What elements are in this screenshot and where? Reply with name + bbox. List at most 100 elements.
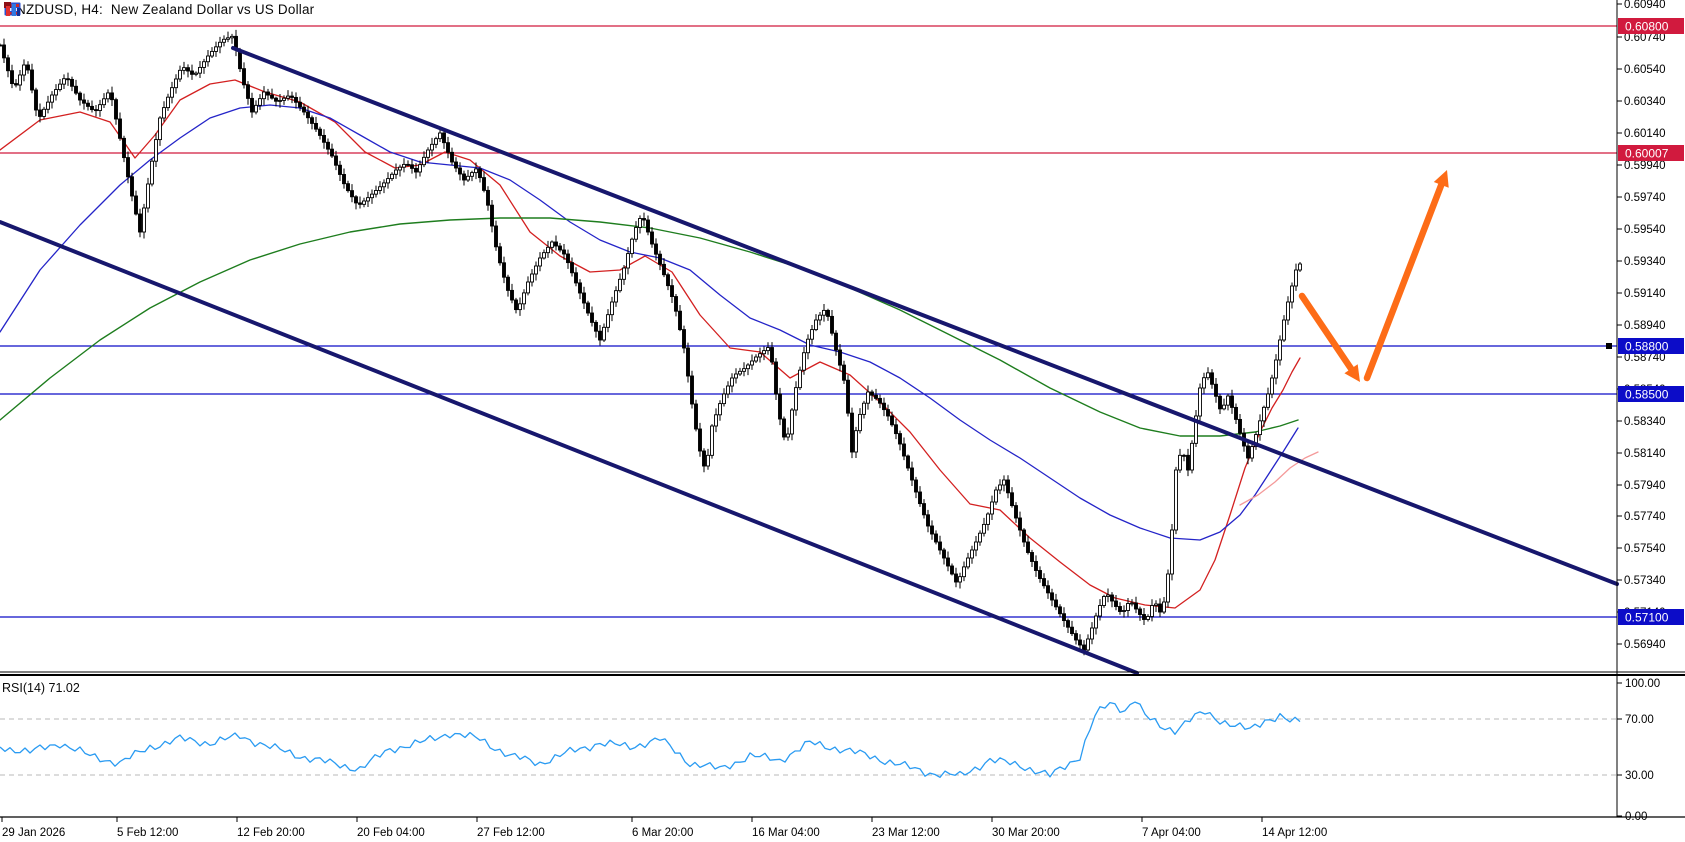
candle bbox=[266, 91, 270, 96]
candle bbox=[38, 109, 42, 117]
candle bbox=[50, 94, 54, 103]
price-tick-label: 0.57340 bbox=[1624, 575, 1666, 587]
candle bbox=[222, 38, 226, 43]
candle bbox=[226, 37, 230, 40]
candle bbox=[1214, 383, 1218, 397]
candle bbox=[614, 290, 618, 303]
pullback-arrow-down[interactable] bbox=[1298, 292, 1355, 372]
candle bbox=[1254, 434, 1258, 448]
candle bbox=[566, 253, 570, 264]
candle bbox=[910, 467, 914, 481]
price-badge-label: 0.60007 bbox=[1625, 147, 1669, 161]
candle bbox=[682, 329, 686, 349]
candle bbox=[386, 178, 390, 184]
candle bbox=[210, 50, 214, 57]
candle bbox=[534, 265, 538, 275]
candle bbox=[490, 204, 494, 227]
channel-upper[interactable] bbox=[231, 46, 1619, 586]
rally-arrow-up-head[interactable] bbox=[1433, 170, 1449, 188]
candle bbox=[442, 132, 446, 144]
candle bbox=[774, 361, 778, 395]
candle bbox=[74, 85, 78, 94]
candle bbox=[626, 253, 630, 269]
candle bbox=[946, 557, 950, 567]
candle bbox=[378, 186, 382, 191]
candle bbox=[662, 263, 666, 276]
candle bbox=[638, 218, 642, 228]
candle bbox=[1238, 418, 1242, 434]
candle bbox=[982, 523, 986, 534]
candle bbox=[886, 409, 890, 417]
candle bbox=[194, 72, 198, 75]
rsi-indicator-label: RSI(14) 71.02 bbox=[2, 681, 80, 695]
candle bbox=[1182, 454, 1186, 457]
channel-lower[interactable] bbox=[0, 220, 1139, 675]
candle bbox=[1086, 638, 1090, 651]
candle bbox=[86, 102, 90, 107]
rsi-tick-label: 30.00 bbox=[1625, 770, 1654, 782]
rsi-axis[interactable]: 100.00 70.00 30.00 0.00 bbox=[1617, 678, 1660, 823]
candle bbox=[1190, 442, 1194, 471]
candle bbox=[1230, 395, 1234, 408]
price-tick-label: 0.58940 bbox=[1624, 320, 1666, 332]
price-tick-label: 0.60340 bbox=[1624, 96, 1666, 108]
price-badge bbox=[1618, 18, 1684, 34]
candle bbox=[1026, 541, 1030, 553]
candle bbox=[398, 166, 402, 171]
candle bbox=[1098, 605, 1102, 617]
candle bbox=[530, 273, 534, 283]
level-drag-marker[interactable] bbox=[1606, 343, 1612, 349]
candle bbox=[906, 455, 910, 469]
candle bbox=[838, 349, 842, 366]
time-tick-label: 12 Feb 20:00 bbox=[237, 827, 305, 839]
candle bbox=[98, 104, 102, 111]
candle bbox=[482, 177, 486, 191]
candle bbox=[766, 347, 770, 352]
candle bbox=[26, 64, 30, 71]
candle bbox=[190, 70, 194, 75]
candle bbox=[450, 151, 454, 163]
candle bbox=[42, 108, 46, 117]
candle bbox=[162, 107, 166, 119]
candle bbox=[750, 360, 754, 366]
candle bbox=[1266, 393, 1270, 408]
candle bbox=[166, 96, 170, 109]
candle bbox=[1090, 627, 1094, 640]
candle bbox=[1070, 626, 1074, 635]
rally-arrow-up[interactable] bbox=[1363, 181, 1445, 382]
candle bbox=[806, 338, 810, 354]
price-axis[interactable]: 0.60940 0.60740 0.60540 0.60340 0.60140 0.599… bbox=[1617, 0, 1684, 651]
candle bbox=[646, 219, 650, 233]
candle bbox=[214, 46, 218, 52]
candle bbox=[1258, 420, 1262, 436]
ma-red bbox=[0, 79, 1301, 609]
pullback-arrow-down-head[interactable] bbox=[1344, 364, 1360, 382]
candle bbox=[870, 391, 874, 396]
candle bbox=[454, 161, 458, 169]
candle bbox=[1146, 616, 1150, 620]
price-tick-label: 0.60740 bbox=[1624, 32, 1666, 44]
candle bbox=[294, 96, 298, 103]
candle bbox=[1206, 372, 1210, 379]
candle bbox=[366, 197, 370, 202]
candle bbox=[286, 95, 290, 99]
candle bbox=[598, 330, 602, 341]
candle bbox=[394, 169, 398, 175]
time-axis[interactable]: 29 Jan 2026 5 Feb 12:00 12 Feb 20:00 20 Feb… bbox=[1, 817, 1327, 839]
candle bbox=[1094, 615, 1098, 629]
candle bbox=[142, 207, 146, 233]
candle bbox=[370, 193, 374, 199]
candle bbox=[298, 101, 302, 108]
candle bbox=[510, 289, 514, 301]
candle bbox=[914, 479, 918, 493]
candle bbox=[934, 533, 938, 543]
price-tick-label: 0.58140 bbox=[1624, 448, 1666, 460]
candle bbox=[650, 231, 654, 245]
candle bbox=[1154, 603, 1158, 606]
candle bbox=[1062, 613, 1066, 622]
candle bbox=[874, 394, 878, 399]
candle bbox=[942, 549, 946, 559]
candle bbox=[1270, 377, 1274, 395]
